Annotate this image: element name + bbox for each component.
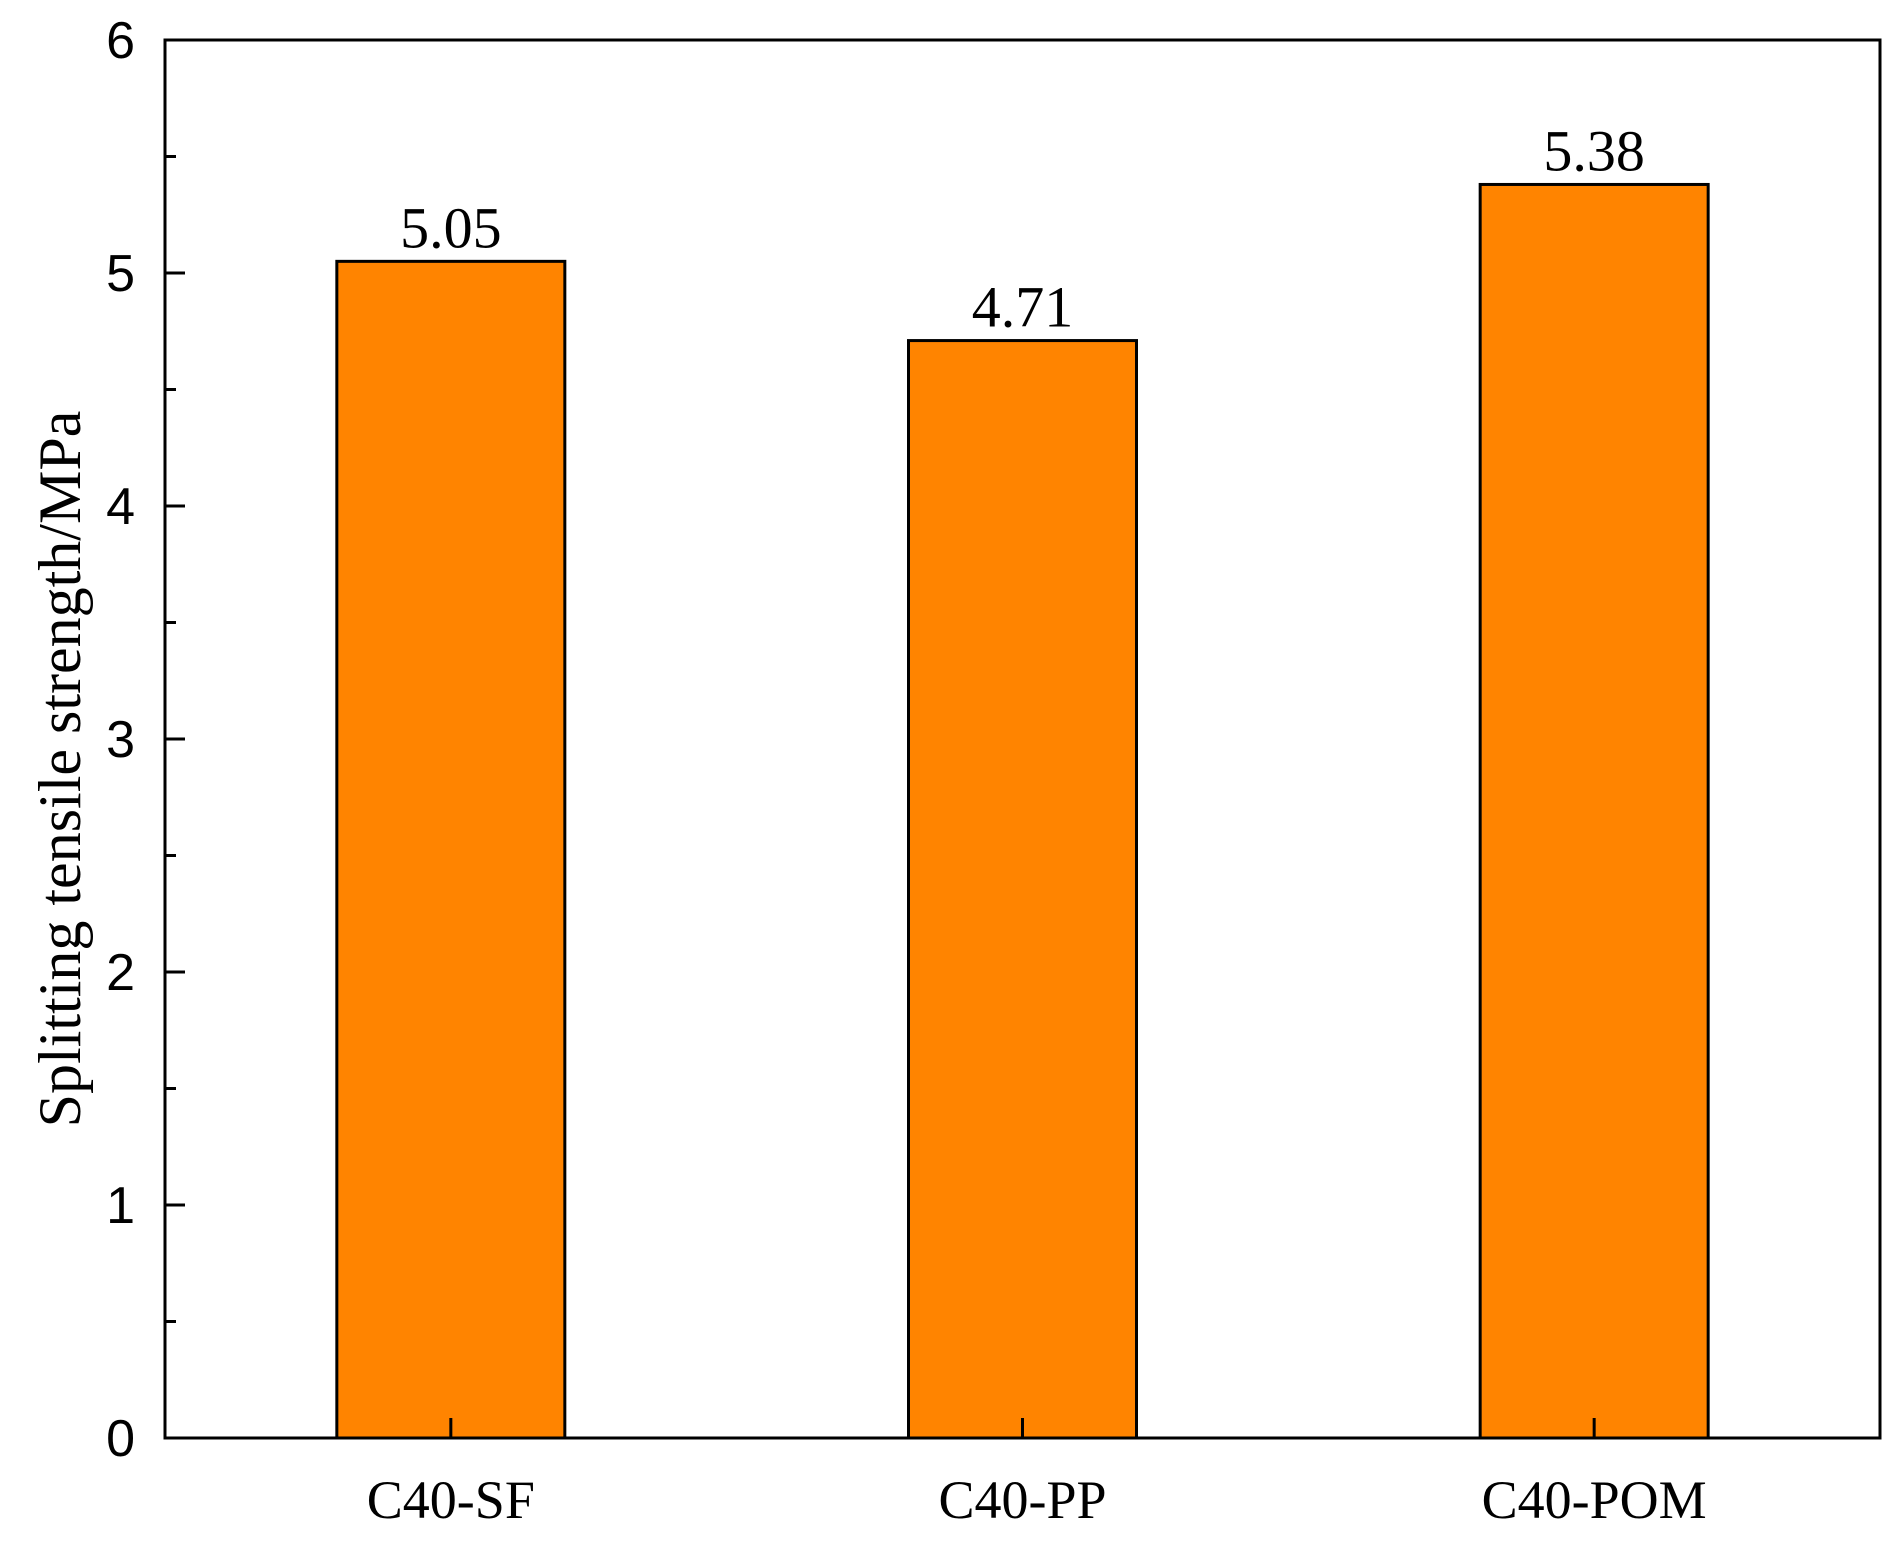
- y-tick-label: 2: [106, 944, 135, 1002]
- value-labels: 5.05 4.71 5.38: [400, 118, 1645, 339]
- y-tick-label: 4: [106, 478, 135, 536]
- bar-series: [335, 182, 1710, 1440]
- x-tick-label: C40-POM: [1482, 1470, 1707, 1530]
- y-tick-label: 0: [106, 1410, 135, 1468]
- data-label: 5.38: [1543, 118, 1645, 183]
- y-tick-label: 3: [106, 711, 135, 769]
- y-axis-title: Splitting tensile strength/MPa: [27, 411, 93, 1128]
- data-label: 4.71: [972, 275, 1074, 340]
- bar-c40-pom: [1478, 182, 1710, 1440]
- y-tick-label: 5: [106, 245, 135, 303]
- y-axis-ticks: 0 1 2 3 4 5 6: [106, 12, 185, 1468]
- x-tick-label: C40-SF: [367, 1470, 535, 1530]
- bar-c40-pp: [907, 339, 1138, 1440]
- bar-c40-sf: [335, 259, 567, 1440]
- x-axis-ticks: C40-SF C40-PP C40-POM: [367, 1418, 1707, 1530]
- y-tick-label: 1: [106, 1177, 135, 1235]
- x-tick-label: C40-PP: [938, 1470, 1106, 1530]
- y-tick-label: 6: [106, 12, 135, 70]
- data-label: 5.05: [400, 195, 502, 260]
